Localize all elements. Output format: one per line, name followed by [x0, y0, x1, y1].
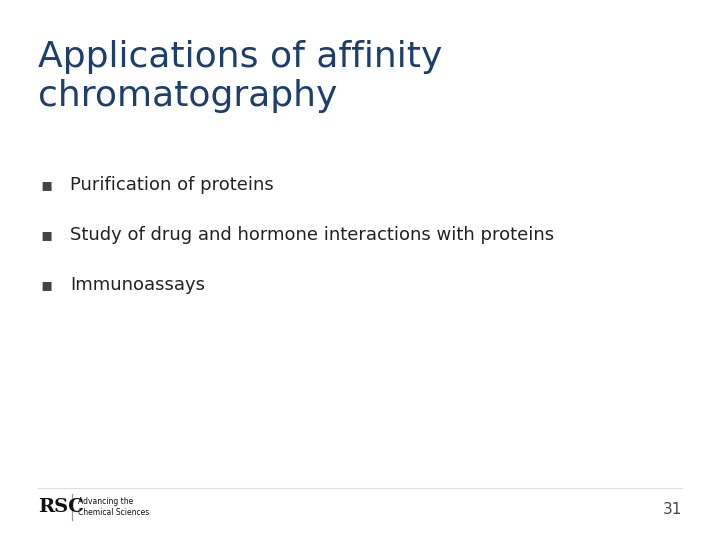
Text: ▪: ▪: [40, 276, 53, 294]
Text: Study of drug and hormone interactions with proteins: Study of drug and hormone interactions w…: [70, 226, 554, 244]
Text: ▪: ▪: [40, 226, 53, 244]
Text: Applications of affinity
chromatography: Applications of affinity chromatography: [38, 40, 442, 113]
Text: RSC: RSC: [38, 498, 84, 516]
Text: ▪: ▪: [40, 176, 53, 194]
Text: Immunoassays: Immunoassays: [70, 276, 205, 294]
Text: Purification of proteins: Purification of proteins: [70, 176, 274, 194]
Text: Advancing the
Chemical Sciences: Advancing the Chemical Sciences: [78, 497, 149, 517]
Text: 31: 31: [662, 503, 682, 517]
